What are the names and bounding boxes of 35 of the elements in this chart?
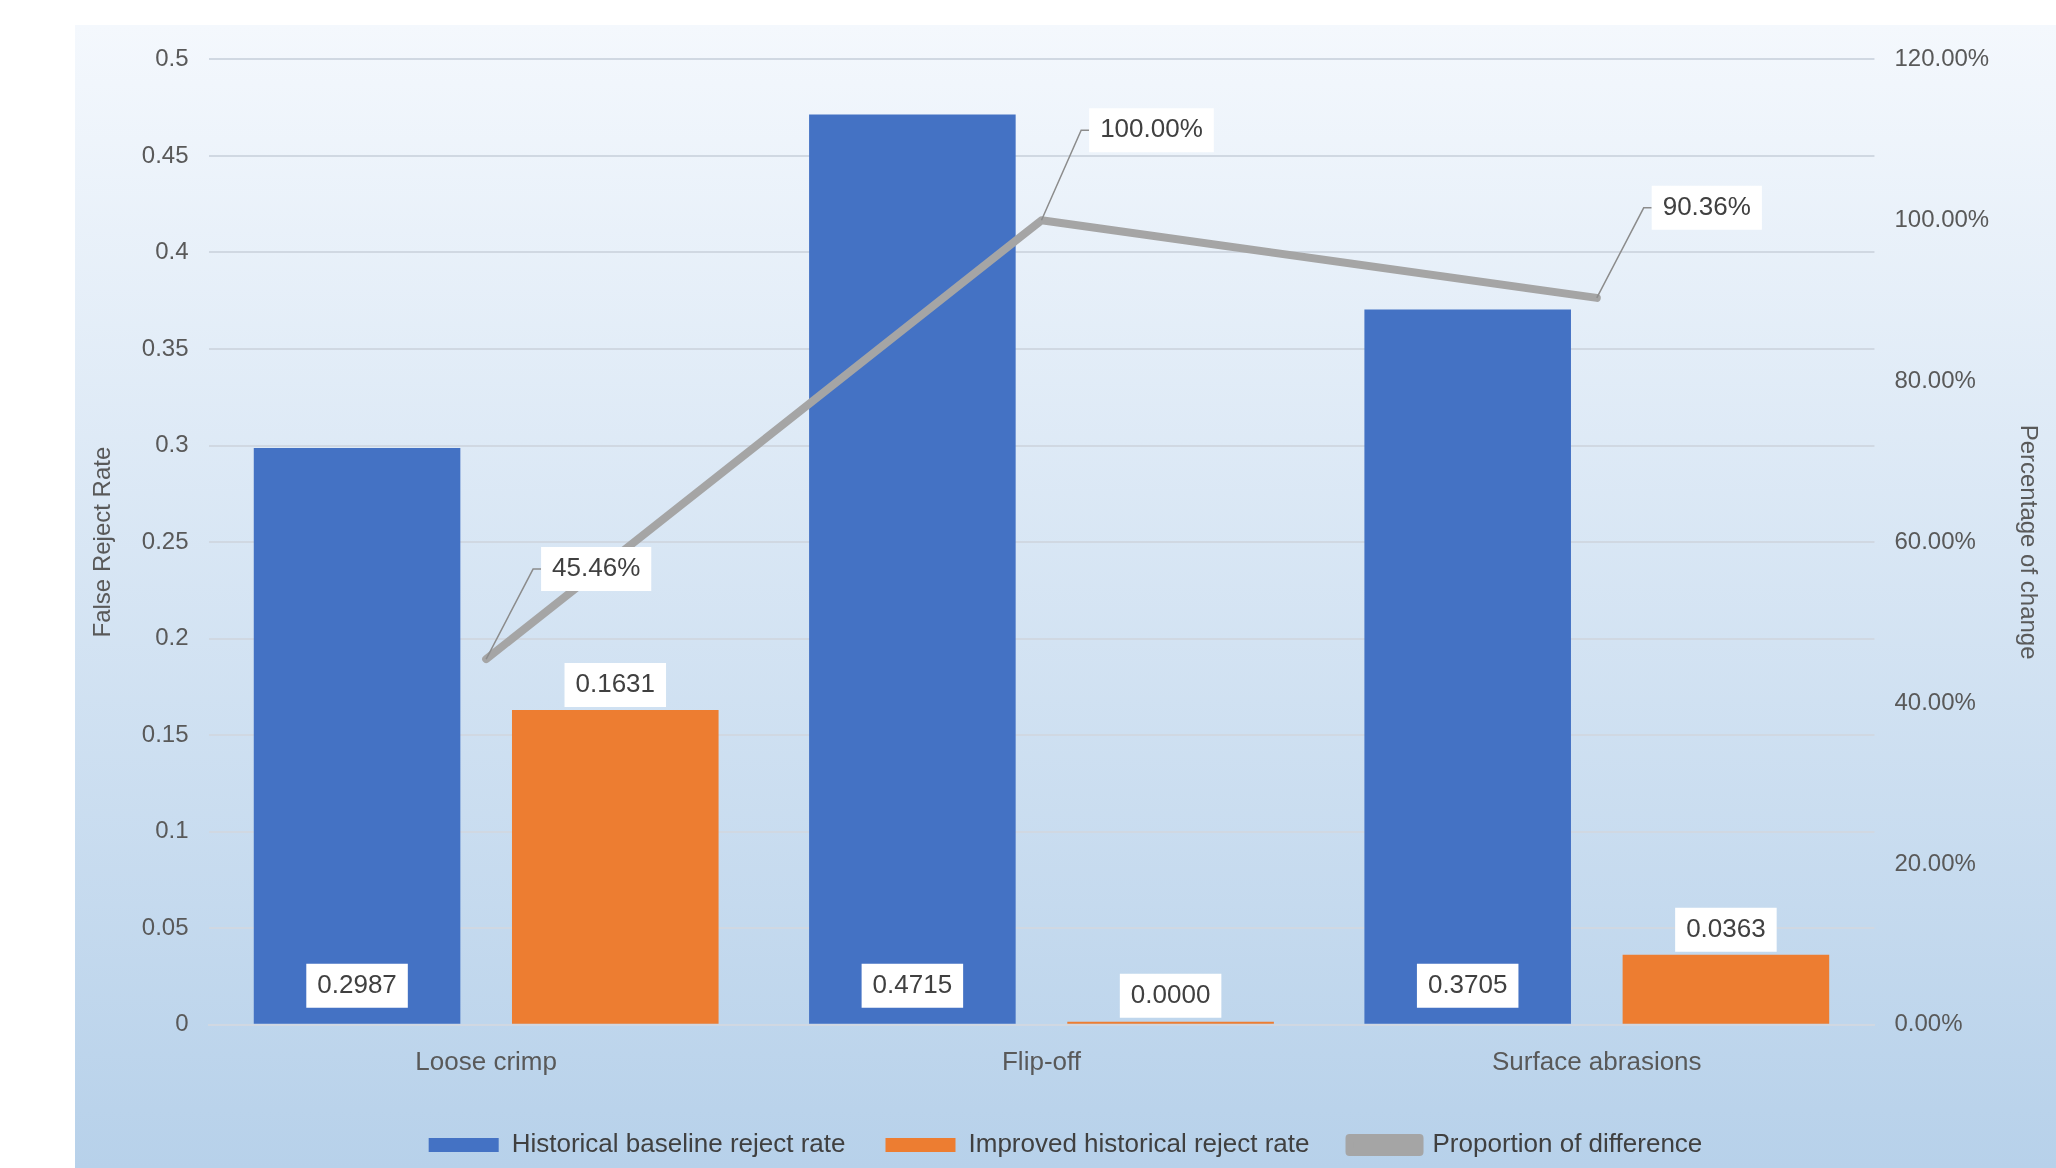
x-tick-label: Loose crimp bbox=[415, 1045, 557, 1076]
y-tick-label: 0.3 bbox=[155, 430, 189, 458]
y-tick-label: 0.25 bbox=[141, 526, 189, 554]
y-tick-label: 0.45 bbox=[141, 140, 189, 168]
y2-axis-title: Percentage of change bbox=[2015, 424, 2043, 660]
data-label: 0.3705 bbox=[1427, 968, 1508, 999]
y-tick-label: 0.1 bbox=[155, 816, 189, 844]
legend-label: Improved historical reject rate bbox=[968, 1128, 1310, 1159]
data-label: 0.1631 bbox=[575, 668, 656, 699]
y-tick-label: 0.4 bbox=[155, 237, 189, 265]
y-tick-label: 0.5 bbox=[155, 44, 189, 72]
x-tick-label: Surface abrasions bbox=[1492, 1045, 1702, 1076]
data-label: 0.2987 bbox=[317, 968, 397, 999]
x-tick-label: Flip-off bbox=[1001, 1045, 1082, 1076]
y-tick-label: 0.15 bbox=[141, 719, 189, 747]
y2-tick-label: 100.00% bbox=[1894, 204, 1990, 232]
y-axis-title: False Reject Rate bbox=[88, 446, 116, 638]
y-tick-label: 0.35 bbox=[141, 333, 189, 361]
data-label: 0.0000 bbox=[1130, 978, 1211, 1009]
y2-tick-label: 20.00% bbox=[1894, 848, 1976, 876]
data-label: 0.4715 bbox=[872, 968, 953, 999]
y2-tick-label: 120.00% bbox=[1894, 44, 1990, 72]
y2-tick-label: 60.00% bbox=[1894, 526, 1976, 554]
y2-tick-label: 80.00% bbox=[1894, 365, 1976, 393]
data-label: 0.0363 bbox=[1686, 912, 1766, 943]
legend-label: Proportion of difference bbox=[1432, 1128, 1703, 1159]
data-label: 90.36% bbox=[1662, 191, 1751, 222]
y2-tick-label: 40.00% bbox=[1894, 687, 1976, 715]
y2-tick-label: 0.00% bbox=[1894, 1009, 1963, 1037]
y-tick-label: 0.2 bbox=[155, 623, 189, 651]
data-label: 45.46% bbox=[552, 552, 641, 583]
y-tick-label: 0 bbox=[175, 1009, 189, 1037]
legend-label: Historical baseline reject rate bbox=[511, 1128, 846, 1159]
y-tick-label: 0.05 bbox=[141, 912, 189, 940]
data-label: 100.00% bbox=[1100, 113, 1203, 144]
